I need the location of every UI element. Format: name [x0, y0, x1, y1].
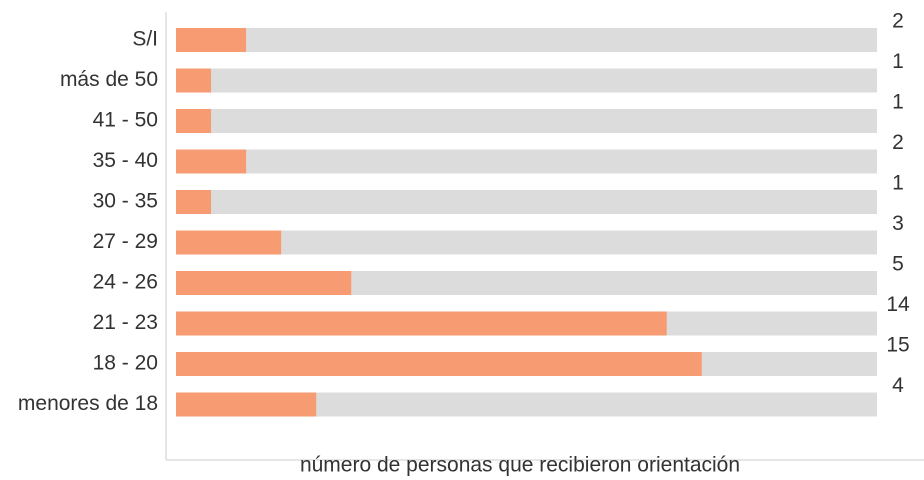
y-tick-label: 18 - 20	[93, 352, 158, 375]
bar	[176, 190, 212, 214]
bar	[176, 68, 212, 93]
value-label: 4	[892, 374, 904, 397]
value-label: 5	[892, 253, 904, 276]
bar	[176, 392, 317, 417]
bar	[176, 271, 352, 295]
bar	[176, 311, 667, 336]
bar-track	[176, 230, 877, 255]
y-tick-label: 35 - 40	[93, 149, 158, 172]
y-tick-label: S/I	[132, 28, 158, 51]
y-tick-label: 41 - 50	[93, 109, 158, 132]
y-tick-label: más de 50	[60, 68, 158, 91]
bar-track	[176, 68, 877, 93]
bar-track	[176, 28, 877, 52]
y-tick-label: 30 - 35	[93, 190, 158, 213]
value-label: 2	[892, 10, 904, 33]
y-tick-label: 27 - 29	[93, 230, 158, 253]
bar	[176, 149, 247, 174]
bar	[176, 352, 702, 376]
y-tick-label: 21 - 23	[93, 311, 158, 334]
y-tick-label: menores de 18	[18, 392, 158, 415]
bar	[176, 109, 212, 133]
value-label: 3	[892, 212, 904, 235]
bar-track	[176, 190, 877, 214]
value-label: 14	[886, 293, 910, 316]
value-label: 1	[892, 50, 904, 73]
value-label: 1	[892, 172, 904, 195]
value-label: 2	[892, 131, 904, 154]
value-label: 1	[892, 91, 904, 114]
bar-track	[176, 149, 877, 174]
bar	[176, 230, 282, 255]
y-tick-label: 24 - 26	[93, 271, 158, 294]
x-axis-label: número de personas que recibieron orient…	[300, 454, 740, 477]
bar	[176, 28, 247, 52]
value-label: 15	[886, 334, 909, 357]
bar-track	[176, 109, 877, 133]
